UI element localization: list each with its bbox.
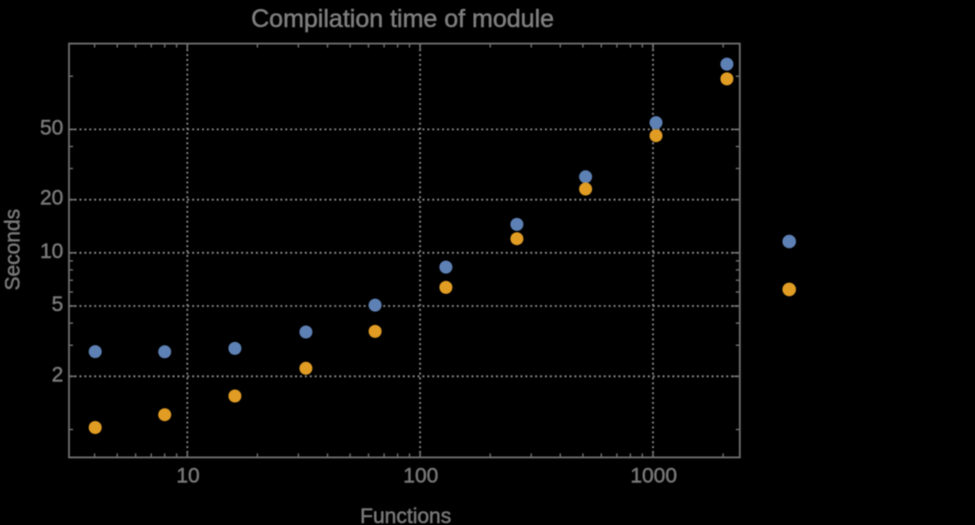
svg-text:100: 100 <box>403 465 438 488</box>
svg-text:10: 10 <box>40 240 63 263</box>
svg-text:50: 50 <box>40 116 63 139</box>
svg-text:Compilation time of module: Compilation time of module <box>251 5 554 33</box>
svg-text:Seconds: Seconds <box>2 209 25 291</box>
svg-text:Functions: Functions <box>360 505 451 525</box>
svg-text:2: 2 <box>52 363 64 386</box>
svg-text:1000: 1000 <box>630 465 677 488</box>
svg-text:10: 10 <box>176 465 199 488</box>
svg-text:20: 20 <box>40 187 63 210</box>
svg-text:5: 5 <box>52 293 64 316</box>
